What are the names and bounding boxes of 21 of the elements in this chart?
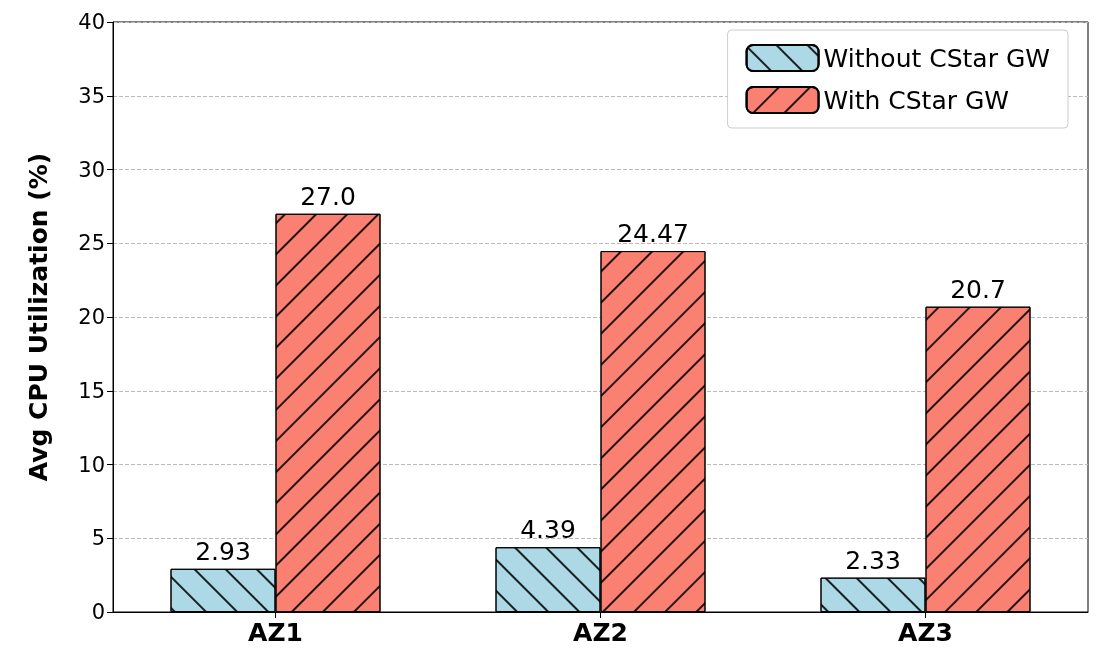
x-tick-label: AZ3 [898, 618, 953, 647]
legend-label: Without CStar GW [823, 43, 1051, 73]
y-tick-label: 10 [78, 452, 105, 477]
legend-label: With CStar GW [823, 85, 1010, 115]
x-tick-label: AZ1 [248, 618, 303, 647]
data-label: 2.93 [195, 536, 251, 566]
y-tick-label: 30 [78, 157, 105, 182]
data-label: 20.7 [950, 274, 1006, 304]
data-label: 4.39 [520, 515, 576, 545]
data-label: 24.47 [617, 219, 689, 249]
y-tick-label: 40 [78, 10, 105, 34]
y-axis-title: Avg CPU Utilization (%) [24, 152, 53, 482]
y-tick-label: 35 [78, 83, 105, 108]
x-tick-label: AZ2 [573, 618, 628, 647]
y-tick-label: 15 [78, 378, 105, 403]
y-tick-label: 25 [78, 231, 105, 256]
y-tick-label: 5 [91, 526, 105, 551]
y-tick-label: 20 [78, 305, 105, 329]
y-tick-label: 0 [91, 600, 105, 624]
data-label: 2.33 [845, 545, 901, 575]
data-label: 27.0 [300, 181, 356, 211]
